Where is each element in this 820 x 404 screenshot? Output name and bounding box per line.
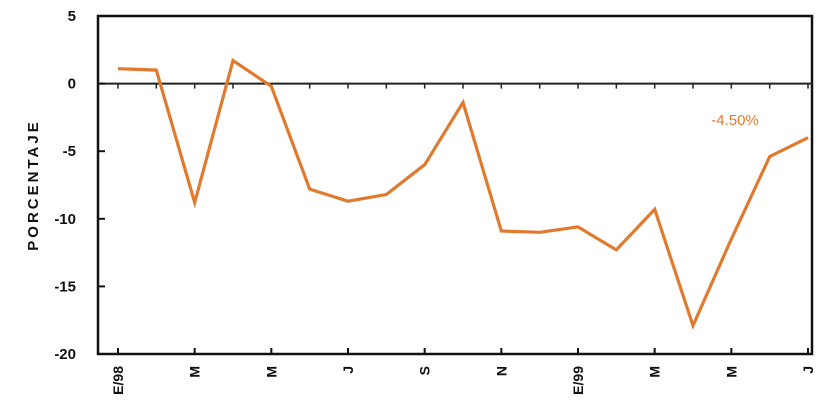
zero-line-ticks (117, 83, 809, 89)
x-tick-label: E/99 (570, 366, 586, 395)
x-tick-label: M (263, 366, 279, 378)
x-tick-label: J (800, 366, 816, 374)
y-axis: 5 0 -5 -10 -15 -20 (54, 8, 105, 363)
y-tick-label: -5 (63, 143, 76, 160)
x-axis: E/98 M M J S N E/99 M M J (110, 348, 816, 395)
annotations: -4.50% (711, 112, 759, 129)
x-tick-label: M (187, 366, 203, 378)
series-group (117, 58, 809, 331)
y-tick-label: -20 (54, 346, 76, 363)
annotation-label: -4.50% (711, 112, 759, 129)
y-tick-label: 5 (68, 8, 76, 25)
x-tick-label: J (340, 366, 356, 374)
series-line (117, 58, 809, 331)
x-tick-label: M (647, 366, 663, 378)
x-tick-label: M (723, 366, 739, 378)
y-axis-label: PORCENTAJE (25, 119, 42, 250)
x-tick-label: S (417, 366, 433, 375)
plot-frame (96, 14, 814, 356)
y-tick-label: -15 (54, 278, 76, 295)
y-tick-label: -10 (54, 211, 76, 228)
x-tick-label: E/98 (110, 366, 126, 395)
x-tick-label: N (493, 366, 509, 376)
y-tick-label: 0 (68, 76, 76, 93)
